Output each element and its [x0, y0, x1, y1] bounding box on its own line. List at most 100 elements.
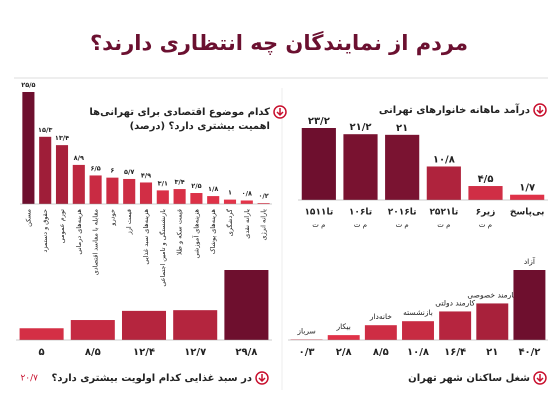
bar [72, 164, 85, 204]
value-label: ۲۱ [396, 123, 408, 134]
bar [123, 178, 136, 204]
category-label: کارمند دولتی [435, 298, 475, 307]
arrow-icon [533, 103, 547, 117]
value-label: ۰/۳ [299, 347, 315, 358]
bar [257, 203, 270, 204]
bar [22, 92, 35, 204]
category-label: ۱۵تا۱۱ [304, 208, 333, 218]
value-label: ۲۳/۲ [308, 116, 330, 127]
bar [173, 310, 218, 340]
value-label: ۲۵/۵ [21, 81, 35, 89]
category-unit: م ت [396, 221, 409, 229]
category-label: بی‌پاسخ [510, 208, 545, 218]
value-label: ۰/۸ [242, 189, 252, 197]
category-label: کارمند خصوصی [467, 290, 517, 299]
value-label: ۲/۸ [336, 347, 352, 358]
value-label: ۴/۵ [478, 174, 494, 185]
category-label: هزینه‌های پوشاک [209, 208, 217, 254]
value-label: ۱/۷ [519, 183, 535, 194]
value-label: ۱۲/۷ [184, 347, 206, 358]
page-title: مردم از نمایندگان چه انتظاری دارند؟ [90, 30, 468, 55]
category-label: هزینه‌های سبد غذایی [142, 208, 150, 264]
value-label: ۲۹/۸ [235, 347, 257, 358]
value-label: ۳/۱ [158, 179, 168, 187]
category-label: هزینه‌های درمانی [75, 208, 83, 254]
value-label: ۱/۸ [208, 185, 218, 193]
value-label: ۱۲/۴ [133, 347, 155, 358]
bar [156, 190, 169, 204]
bar [513, 270, 546, 340]
bar [55, 145, 69, 204]
bar [173, 189, 186, 204]
value-label: ۱۰/۸ [407, 347, 429, 358]
category-label: خانه‌دار [369, 312, 392, 321]
value-label: ۲/۵ [191, 182, 201, 190]
category-label: مقابله با مفاسد اقتصادی [92, 209, 100, 275]
value-label: ۵ [39, 347, 45, 358]
category-label: گردشگری [226, 208, 234, 236]
bar [240, 200, 253, 204]
bar [301, 128, 336, 200]
category-unit: م ت [479, 221, 492, 229]
category-label: آزاد [524, 256, 536, 266]
category-label: یارانه نقدی [243, 209, 251, 239]
chart-title: شغل ساکنان شهر تهران [408, 373, 530, 384]
value-label: ۱۵/۳ [38, 126, 52, 134]
category-label: هزینه‌های آموزشی [191, 208, 200, 258]
bar [426, 166, 461, 200]
bar [476, 303, 509, 340]
value-label: ۲۱ [486, 347, 498, 358]
value-label: ۱ [228, 189, 232, 197]
value-label: ۰/۲ [258, 192, 268, 200]
bar [207, 196, 220, 204]
bar [39, 136, 52, 204]
category-unit: م ت [312, 221, 325, 229]
category-label: مسکن [24, 209, 32, 227]
bar [223, 199, 237, 204]
bar [439, 311, 472, 340]
category-unit: م ت [437, 221, 450, 229]
value-label: ۴۰/۲ [518, 347, 540, 358]
category-label: خودرو [108, 209, 116, 227]
value-label: ۸/۵ [85, 347, 101, 358]
bar [121, 310, 167, 340]
chart-title: درآمد ماهانه خانوارهای تهرانی [379, 103, 530, 116]
bar [139, 182, 153, 204]
category-label: بازنشسته [403, 308, 433, 317]
category-label: سرباز [296, 326, 315, 335]
bar [327, 335, 360, 340]
value-label: ۱۶/۴ [444, 347, 466, 358]
category-label: حقوق و دستمزد [41, 209, 49, 253]
category-label: قیمت سکه و طلا [176, 209, 184, 255]
bar [70, 320, 115, 340]
bar [343, 134, 378, 200]
category-label: ۲۰تا۱۶ [388, 208, 417, 218]
value-label: ۸/۹ [74, 154, 84, 162]
arrow-icon [273, 105, 287, 119]
bar [224, 270, 269, 340]
value-label: ۵/۷ [124, 168, 134, 176]
chart-title: اهمیت بیشتری دارد؟ (درصد) [130, 121, 270, 132]
chart-title: کدام موضوع اقتصادی برای تهرانی‌ها [89, 107, 270, 118]
value-label: ۸/۵ [373, 347, 389, 358]
category-label: یارانه انرژی [260, 209, 268, 241]
category-label: ۱۰تا۶ [349, 208, 372, 218]
bar [190, 193, 203, 204]
value-label: ۶/۵ [90, 164, 100, 172]
category-label: قیمت ارز [125, 209, 133, 235]
category-label: بیکار [336, 322, 351, 331]
value-label: ۱۳/۴ [55, 134, 69, 142]
arrow-icon [255, 371, 269, 385]
value-label: ۲۱/۲ [350, 122, 372, 133]
bar [89, 175, 102, 204]
category-label: ۲۵تا۲۱ [429, 208, 458, 218]
bar [364, 325, 397, 340]
category-label: تورم عمومی [58, 209, 66, 243]
value-label: ۱۰/۸ [433, 154, 455, 165]
bar [19, 328, 64, 340]
category-label: بازنشستگی و تامین اجتماعی [159, 209, 167, 287]
bar [468, 186, 503, 200]
bar [402, 321, 434, 340]
value-label: ۴/۹ [141, 171, 151, 179]
arrow-icon [533, 371, 547, 385]
